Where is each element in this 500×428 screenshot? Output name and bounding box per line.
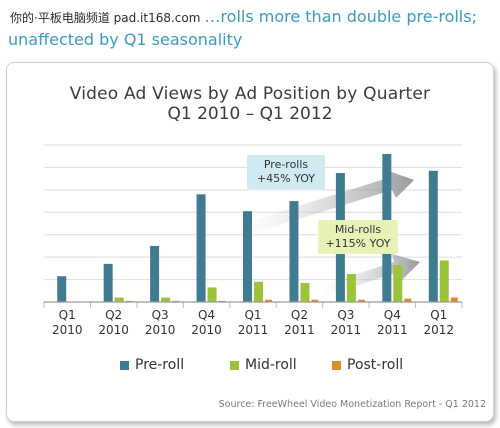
x-tick-label-year: 2010 xyxy=(145,323,176,337)
x-tick-label-year: 2011 xyxy=(238,323,269,337)
x-tick-label-quarter: Q3 xyxy=(337,308,354,322)
x-tick-label-year: 2010 xyxy=(191,323,222,337)
bar-post-roll-5 xyxy=(311,299,319,302)
legend-label-pre-roll: Pre-roll xyxy=(135,357,185,373)
mid-roll-trend-arrow xyxy=(320,254,420,296)
bar-pre-roll-1 xyxy=(103,263,113,302)
x-tick-label-year: 2010 xyxy=(98,323,129,337)
chart-title: Video Ad Views by Ad Position by Quarter xyxy=(69,84,431,104)
legend-label-post-roll: Post-roll xyxy=(347,357,404,373)
pre-roll-callout: Pre-rolls +45% YOY xyxy=(247,155,325,189)
bar-mid-roll-5 xyxy=(300,282,310,302)
x-tick-label-year: 2011 xyxy=(331,323,362,337)
x-tick-label-year: 2012 xyxy=(424,323,455,337)
source-note: Source: FreeWheel Video Monetization Rep… xyxy=(218,399,486,410)
bar-mid-roll-7 xyxy=(393,264,403,302)
headline: 你的·平板电脑频道 pad.it168.com …rolls more than … xyxy=(8,6,496,51)
pre-roll-trend-arrow xyxy=(240,170,414,236)
x-tick-label-year: 2011 xyxy=(377,323,408,337)
bar-pre-roll-3 xyxy=(196,194,206,302)
bar-post-roll-7 xyxy=(404,298,412,302)
bar-pre-roll-8 xyxy=(428,170,438,302)
legend-swatch-mid-roll xyxy=(230,360,239,370)
bar-mid-roll-6 xyxy=(346,273,356,302)
x-tick-label-quarter: Q2 xyxy=(291,308,308,322)
legend-swatch-pre-roll xyxy=(120,360,129,370)
mid-roll-callout-line2: +115% YOY xyxy=(325,237,391,250)
x-tick-label-quarter: Q4 xyxy=(384,308,401,322)
bar-mid-roll-1 xyxy=(114,297,124,302)
x-tick-label-quarter: Q4 xyxy=(198,308,215,322)
x-tick-label-year: 2010 xyxy=(52,323,83,337)
x-tick-label-quarter: Q1 xyxy=(244,308,261,322)
bar-post-roll-6 xyxy=(357,299,365,302)
legend-swatch-post-roll xyxy=(332,360,341,370)
bar-pre-roll-4 xyxy=(243,211,252,302)
legend: Pre-roll Mid-roll Post-roll xyxy=(120,357,420,377)
pre-roll-callout-line1: Pre-rolls xyxy=(263,158,309,171)
bar-pre-roll-2 xyxy=(150,245,160,302)
headline-text: …rolls more than double pre-rolls; unaff… xyxy=(8,7,477,49)
mid-roll-callout-line1: Mid-rolls xyxy=(334,223,382,236)
mid-roll-callout: Mid-rolls +115% YOY xyxy=(318,220,398,254)
bar-post-roll-8 xyxy=(450,297,458,302)
bar-mid-roll-2 xyxy=(161,297,171,302)
bar-post-roll-4 xyxy=(265,299,272,302)
legend-item-mid-roll: Mid-roll xyxy=(230,357,297,373)
pre-roll-callout-line2: +45% YOY xyxy=(256,172,316,185)
watermark-text: 你的·平板电脑频道 pad.it168.com xyxy=(8,11,203,25)
legend-label-mid-roll: Mid-roll xyxy=(245,357,297,373)
x-tick-label-quarter: Q3 xyxy=(152,308,169,322)
x-tick-label-quarter: Q2 xyxy=(105,308,122,322)
bar-mid-roll-4 xyxy=(254,281,263,302)
bar-mid-roll-3 xyxy=(207,287,217,302)
chart-subtitle: Q1 2010 – Q1 2012 xyxy=(167,104,333,124)
legend-item-pre-roll: Pre-roll xyxy=(120,357,184,373)
bar-pre-roll-0 xyxy=(57,276,67,302)
bar-pre-roll-5 xyxy=(289,201,299,302)
bar-mid-roll-8 xyxy=(439,260,449,302)
x-tick-label-year: 2011 xyxy=(284,323,315,337)
legend-item-post-roll: Post-roll xyxy=(332,357,403,373)
x-tick-label-quarter: Q1 xyxy=(59,308,76,322)
x-tick-label-quarter: Q1 xyxy=(430,308,447,322)
